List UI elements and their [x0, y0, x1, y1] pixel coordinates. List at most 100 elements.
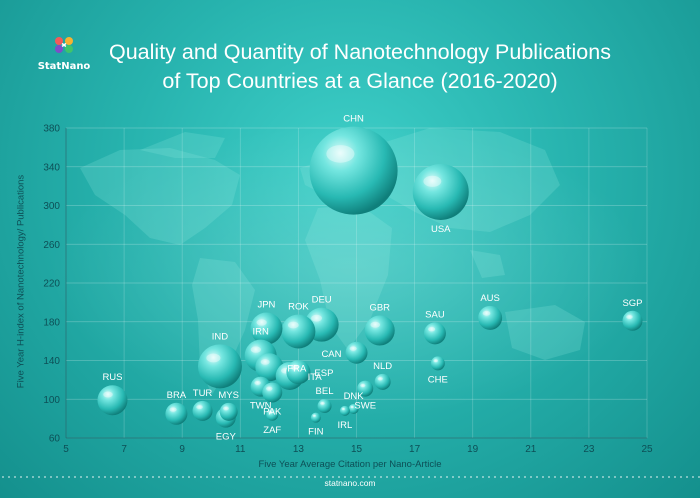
bubble-esp-highlight: [290, 365, 299, 370]
bubble-label-che: CHE: [428, 374, 448, 385]
bubble-label-can: CAN: [321, 349, 341, 360]
chart-title-line-2: of Top Countries at a Glance (2016-2020): [162, 69, 558, 93]
bubble-irl-highlight: [341, 407, 345, 410]
bubble-jpn: [250, 312, 283, 345]
y-tick-label: 380: [43, 124, 60, 135]
x-tick-label: 11: [235, 444, 246, 455]
bubble-label-gbr: GBR: [369, 302, 390, 313]
bubble-sau-highlight: [428, 326, 436, 332]
chart-axes: 60 100 140 180 220 260 300 340 380 5 7 9 11 13 15 17 19 2…: [43, 124, 653, 456]
bubble-fra-highlight: [260, 359, 270, 365]
bubble-label-irl: IRL: [337, 420, 352, 431]
bubble-aus: [478, 305, 503, 330]
bubble-label-irn: IRN: [252, 327, 269, 338]
bubble-ind: [197, 344, 242, 389]
bubble-label-pak: PAK: [263, 406, 282, 417]
bubble-label-tur: TUR: [193, 388, 213, 399]
bubble-aus-highlight: [482, 310, 491, 316]
x-axis-label: Five Year Average Citation per Nano-Arti…: [258, 459, 442, 470]
bubble-bra: [165, 402, 188, 425]
bubble-irn-highlight: [250, 346, 261, 353]
x-tick-label: 21: [525, 444, 537, 455]
bubble-gbr: [364, 315, 395, 346]
bubble-sau: [423, 322, 446, 345]
bubble-pak-highlight: [266, 386, 273, 391]
bubble-che-highlight: [433, 359, 438, 363]
y-axis-label: Five Year H-index of Nanotechnology/ Pub…: [15, 174, 27, 389]
y-tick-label: 100: [43, 395, 60, 406]
bubble-bel: [317, 399, 332, 414]
y-tick-label: 60: [49, 434, 61, 445]
bubble-usa: [412, 163, 469, 220]
bubble-jpn-highlight: [256, 319, 267, 326]
bubble-label-fra: FRA: [287, 363, 307, 374]
y-tick-label: 180: [43, 317, 60, 328]
bubble-label-aus: AUS: [480, 293, 500, 304]
bubble-label-swe: SWE: [354, 401, 376, 412]
chart-title: Quality and Quantity of Nanotechnology P…: [100, 38, 620, 96]
bubble-deu-highlight: [311, 314, 322, 322]
bubble-label-chn: CHN: [343, 114, 364, 125]
bubble-label-ind: IND: [212, 331, 229, 342]
bubble-swe: [357, 380, 374, 397]
bubble-label-sau: SAU: [425, 309, 445, 320]
bubble-label-nld: NLD: [373, 361, 392, 372]
bubble-label-jpn: JPN: [257, 300, 275, 311]
bubble-mys: [219, 402, 238, 421]
statnano-logo-icon: [55, 37, 73, 53]
bubble-che: [430, 356, 445, 371]
bubble-label-rus: RUS: [102, 372, 122, 383]
bubble-can-highlight: [349, 346, 357, 351]
statnano-logo: StatNano: [34, 34, 94, 72]
bubble-nld-highlight: [377, 377, 383, 381]
bubble-zaf-highlight: [268, 411, 273, 414]
bubble-fin-highlight: [312, 414, 316, 417]
bubble-bra-highlight: [169, 407, 177, 412]
bubble-label-mys: MYS: [218, 390, 239, 401]
bubble-tur: [192, 400, 213, 421]
bubble-fin: [310, 412, 321, 423]
bubble-rus-highlight: [103, 391, 113, 398]
y-tick-label: 300: [43, 201, 60, 212]
x-tick-label: 9: [179, 444, 185, 455]
y-tick-label: 260: [43, 240, 60, 251]
bubble-label-deu: DEU: [312, 295, 332, 306]
x-tick-label: 17: [409, 444, 421, 455]
bubble-label-usa: USA: [431, 224, 451, 235]
brand-name: StatNano: [37, 61, 91, 72]
bubble-esp: [286, 360, 311, 385]
center-glow: [50, 120, 650, 420]
bubble-sgp: [622, 310, 643, 331]
bubble-dnk-highlight: [350, 406, 354, 409]
bubbles-layer: [97, 126, 643, 428]
y-tick-label: 340: [43, 162, 60, 173]
bubble-rok-highlight: [287, 321, 299, 329]
bubble-ind-highlight: [206, 353, 221, 363]
bubble-can: [345, 341, 368, 364]
x-tick-label: 25: [641, 444, 653, 455]
bubble-label-bra: BRA: [167, 390, 187, 401]
y-tick-label: 140: [43, 356, 60, 367]
bubble-gbr-highlight: [370, 321, 381, 328]
bubble-tur-highlight: [196, 405, 203, 410]
bubble-chn: [309, 126, 398, 215]
bubble-zaf: [266, 408, 279, 421]
bubble-label-rok: ROK: [288, 301, 309, 312]
footer-divider: [0, 476, 700, 478]
bubble-irl: [339, 405, 350, 416]
bubble-rus: [97, 385, 128, 416]
bubble-chn-highlight: [326, 145, 355, 163]
bubble-label-twn: TWN: [250, 401, 272, 412]
bubble-label-dnk: DNK: [344, 391, 365, 402]
y-tick-label: 220: [43, 279, 60, 290]
bubble-mys-highlight: [223, 406, 229, 411]
x-tick-label: 5: [63, 444, 69, 455]
bubble-dnk: [348, 403, 359, 414]
x-tick-label: 7: [121, 444, 127, 455]
bubble-label-sgp: SGP: [622, 298, 642, 309]
bubble-usa-highlight: [423, 175, 442, 187]
bubble-nld: [374, 373, 391, 390]
bubble-swe-highlight: [360, 383, 366, 388]
